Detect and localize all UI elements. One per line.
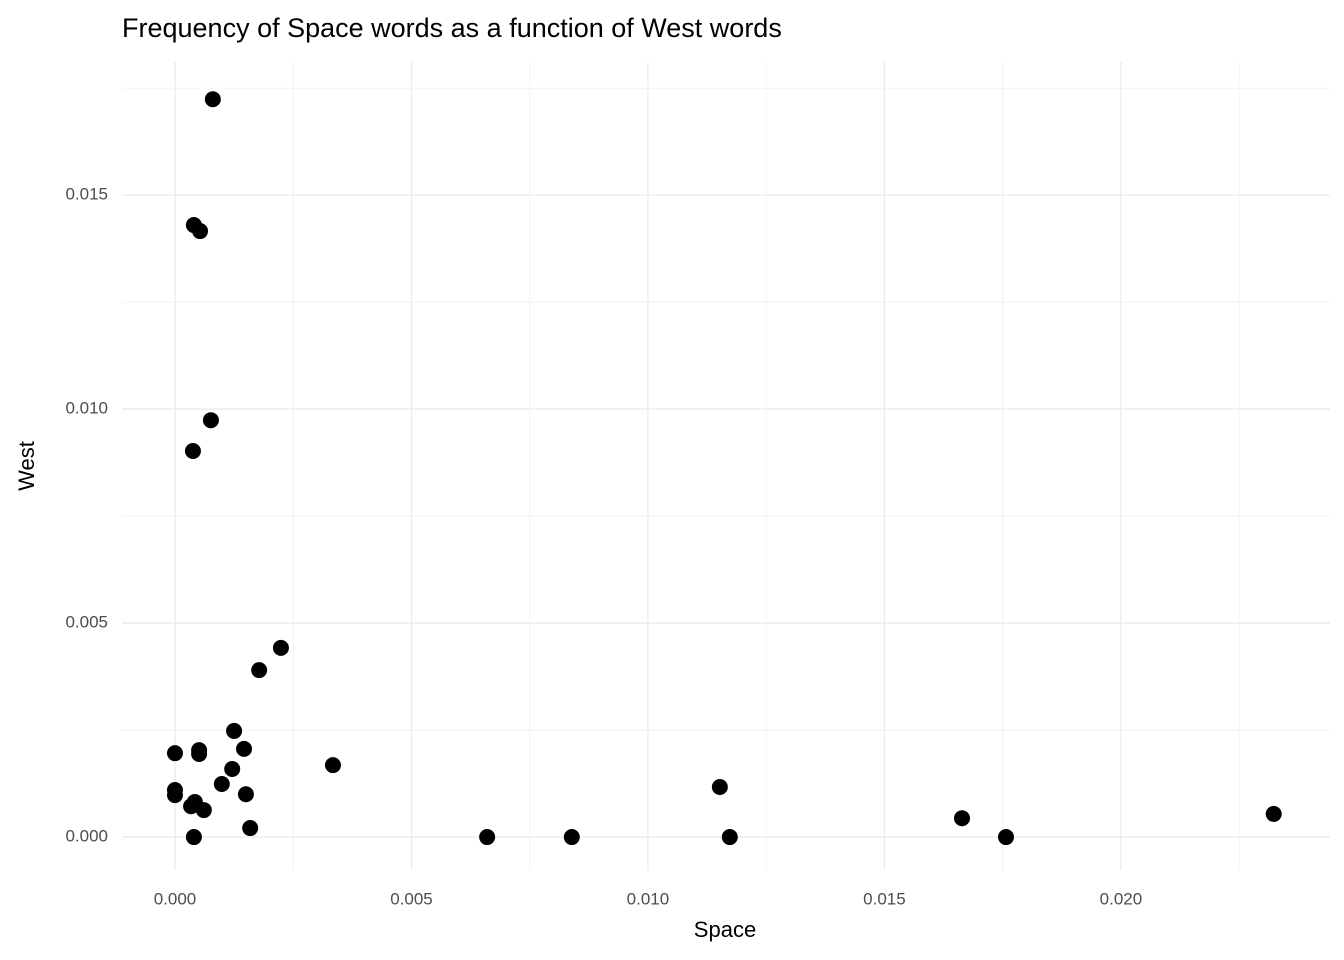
point	[236, 740, 253, 757]
point	[184, 443, 201, 460]
point	[479, 829, 496, 846]
point	[166, 745, 183, 762]
point	[185, 829, 202, 846]
point	[721, 829, 738, 846]
y-tick-label: 0.000	[65, 827, 108, 846]
point	[183, 798, 200, 815]
point	[224, 761, 241, 777]
point	[226, 722, 243, 739]
x-tick-label: 0.015	[863, 889, 906, 908]
chart-title: Frequency of Space words as a function o…	[122, 13, 782, 43]
y-tick-label: 0.005	[65, 613, 108, 632]
x-tick-label: 0.010	[627, 889, 670, 908]
point	[954, 810, 971, 827]
point	[1265, 805, 1282, 822]
x-axis-title: Space	[694, 917, 756, 942]
point	[237, 786, 254, 803]
point	[166, 787, 183, 804]
point	[192, 223, 209, 240]
point	[998, 829, 1015, 846]
point	[195, 802, 212, 819]
point	[711, 778, 728, 795]
point	[324, 757, 341, 774]
x-tick-label: 0.005	[390, 889, 433, 908]
point	[272, 639, 289, 656]
point	[213, 775, 230, 792]
point	[204, 91, 221, 108]
y-tick-label: 0.010	[65, 399, 108, 418]
x-tick-label: 0.000	[154, 889, 197, 908]
point	[191, 746, 208, 763]
point	[563, 829, 580, 846]
y-axis-title: West	[14, 441, 39, 491]
point	[202, 412, 219, 429]
x-tick-label: 0.020	[1100, 889, 1143, 908]
y-tick-label: 0.015	[65, 185, 108, 204]
point	[251, 662, 268, 679]
point	[242, 820, 259, 837]
